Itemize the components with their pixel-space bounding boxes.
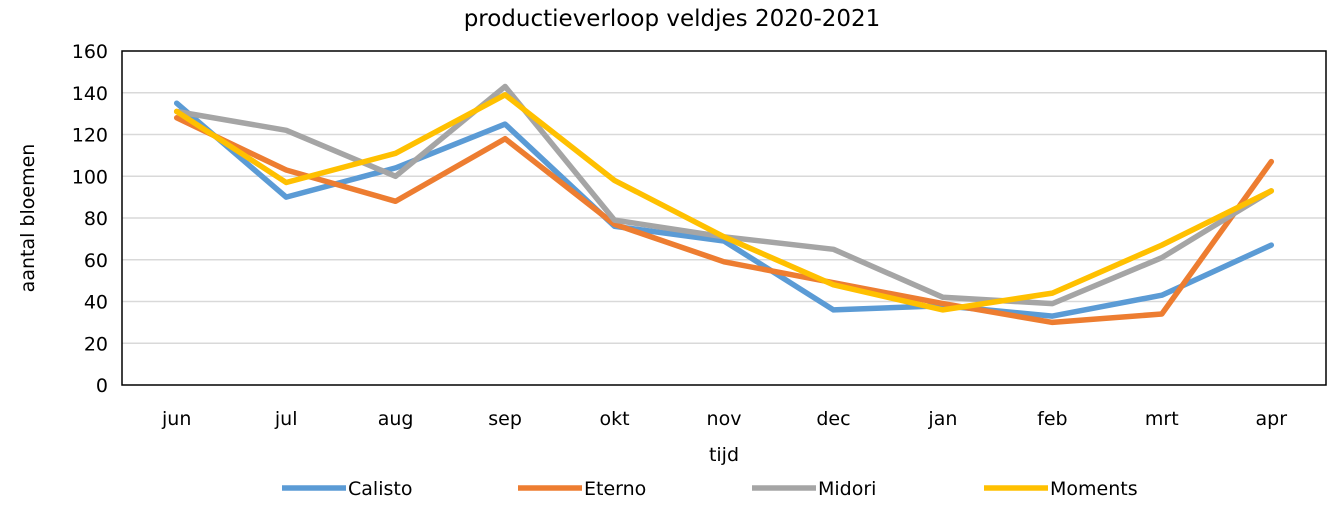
- y-tick-label: 0: [96, 375, 108, 397]
- x-axis-label: tijd: [709, 444, 739, 466]
- y-tick-label: 60: [84, 250, 108, 272]
- y-tick-label: 20: [84, 333, 108, 355]
- x-tick-label: aug: [378, 408, 414, 430]
- y-tick-label: 160: [72, 41, 108, 63]
- series-line-moments: [173, 92, 1275, 313]
- y-axis-ticks: 0 20 40 60 80 100 120 140 160: [72, 41, 108, 397]
- legend-label-calisto: Calisto: [348, 478, 412, 500]
- legend-label-midori: Midori: [818, 478, 876, 500]
- x-tick-label: mrt: [1145, 408, 1179, 430]
- x-tick-label: okt: [600, 408, 630, 430]
- y-tick-label: 100: [72, 166, 108, 188]
- x-axis-ticks: jun jul aug sep okt nov dec jan feb mrt apr: [161, 408, 1287, 430]
- legend-label-moments: Moments: [1050, 478, 1138, 500]
- legend: Calisto Eterno Midori Moments: [282, 478, 1138, 500]
- y-axis-label: aantal bloemen: [17, 144, 39, 293]
- x-tick-label: dec: [816, 408, 850, 430]
- x-tick-label: jul: [274, 408, 298, 430]
- x-tick-label: jun: [161, 408, 191, 430]
- y-tick-label: 80: [84, 208, 108, 230]
- gridlines: [122, 92, 1326, 344]
- series-line-eterno: [173, 115, 1275, 326]
- y-tick-label: 40: [84, 292, 108, 314]
- x-tick-label: nov: [707, 408, 742, 430]
- x-tick-label: jan: [927, 408, 957, 430]
- chart-title: productieverloop veldjes 2020-2021: [464, 6, 881, 32]
- series-line-calisto: [173, 100, 1275, 319]
- x-tick-label: sep: [488, 408, 522, 430]
- series-lines: [173, 83, 1275, 326]
- y-tick-label: 120: [72, 125, 108, 147]
- x-tick-label: apr: [1256, 408, 1288, 430]
- x-tick-label: feb: [1037, 408, 1067, 430]
- plot-area-frame: [121, 50, 1327, 386]
- y-tick-label: 140: [72, 83, 108, 105]
- legend-label-eterno: Eterno: [584, 478, 646, 500]
